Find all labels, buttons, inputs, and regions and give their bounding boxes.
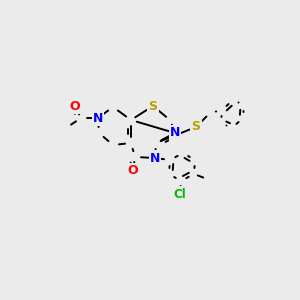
Text: O: O [128,164,138,178]
Text: S: S [191,121,200,134]
Text: O: O [70,100,80,112]
Text: S: S [148,100,158,112]
Text: N: N [170,127,180,140]
Text: Cl: Cl [174,188,186,200]
Text: N: N [150,152,160,164]
Text: N: N [93,112,103,124]
